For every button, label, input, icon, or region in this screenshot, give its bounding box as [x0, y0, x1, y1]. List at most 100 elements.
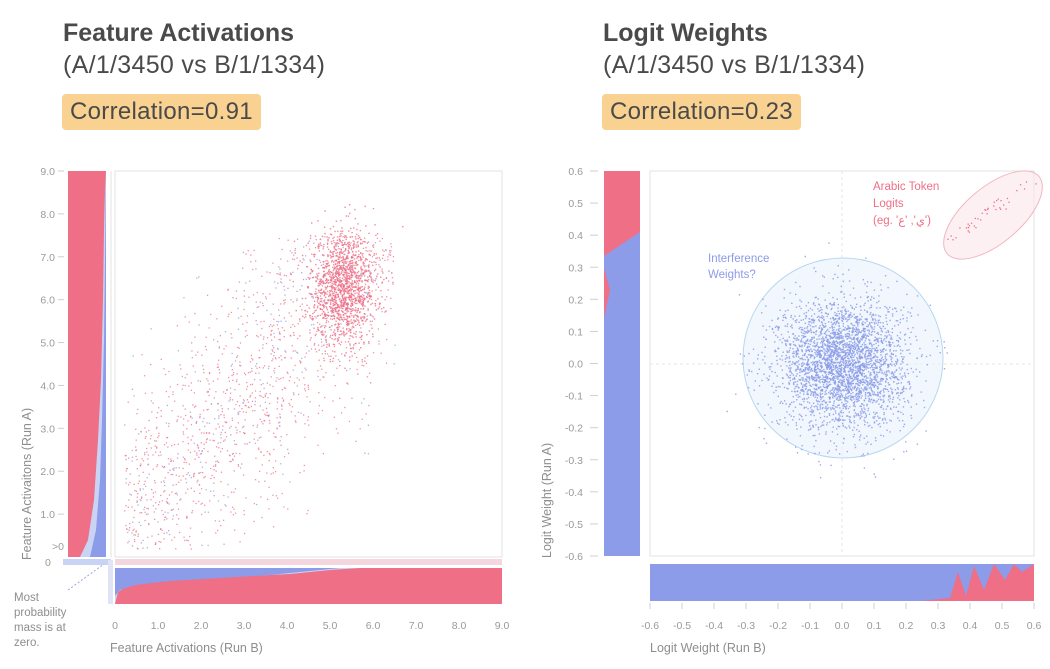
- left-scatter-point: [340, 219, 342, 222]
- left-scatter-point: [329, 360, 331, 363]
- right-scatter-point: [807, 364, 809, 367]
- right-scatter-point: [901, 391, 903, 394]
- right-scatter-point: [819, 316, 821, 319]
- left-scatter-point: [338, 271, 340, 273]
- left-scatter-point: [176, 325, 178, 327]
- left-scatter-point: [346, 307, 348, 310]
- left-scatter-point: [282, 377, 284, 379]
- left-scatter-point: [230, 333, 232, 335]
- left-scatter-point: [313, 300, 316, 302]
- right-scatter-point: [825, 375, 827, 377]
- right-scatter-point: [763, 373, 765, 375]
- left-scatter-point: [262, 293, 264, 295]
- right-scatter-point: [835, 329, 838, 331]
- right-scatter-point: [830, 408, 832, 411]
- left-scatter-point: [232, 458, 234, 460]
- left-scatter-point: [259, 418, 261, 420]
- left-scatter-point: [331, 286, 333, 289]
- left-scatter-point: [281, 492, 283, 495]
- right-scatter-point: [919, 347, 921, 350]
- right-scatter-point: [903, 306, 905, 308]
- right-scatter-point: [820, 370, 822, 372]
- right-scatter-point: [845, 318, 847, 320]
- right-scatter-point: [866, 363, 868, 366]
- left-scatter-point: [245, 253, 247, 255]
- left-scatter-point: [349, 263, 352, 265]
- left-scatter-point: [205, 439, 208, 441]
- left-scatter-point: [377, 273, 379, 275]
- left-scatter-point: [339, 280, 342, 283]
- right-scatter-point: [827, 342, 829, 344]
- left-x-tick-label: 5.0: [323, 620, 338, 632]
- right-scatter-point: [812, 345, 814, 347]
- right-scatter-point: [802, 354, 804, 357]
- left-scatter-point: [137, 533, 139, 535]
- left-scatter-point: [323, 333, 325, 336]
- right-scatter-point: [843, 380, 845, 383]
- left-scatter-point: [189, 451, 191, 454]
- left-scatter-point: [326, 246, 329, 248]
- left-scatter-point: [349, 347, 352, 350]
- left-scatter-point: [318, 272, 320, 274]
- left-scatter-point: [315, 351, 318, 353]
- right-scatter-point: [892, 373, 895, 375]
- right-scatter-point: [829, 336, 832, 338]
- right-scatter-point: [870, 381, 872, 383]
- right-scatter-point: [843, 361, 845, 363]
- right-scatter-point: [782, 319, 784, 322]
- left-y-tick-label: 7.0: [40, 252, 55, 264]
- left-scatter-point: [182, 384, 184, 386]
- right-scatter-point: [835, 364, 838, 367]
- left-scatter-point: [293, 332, 295, 334]
- left-scatter-point: [230, 434, 232, 436]
- left-scatter-point: [330, 295, 332, 297]
- right-scatter-point: [836, 358, 838, 361]
- left-scatter-point: [140, 463, 142, 465]
- left-scatter-point: [343, 287, 345, 289]
- right-scatter-point: [848, 374, 850, 377]
- right-scatter-point: [859, 361, 861, 363]
- left-scatter-point: [347, 323, 349, 325]
- left-scatter-point: [347, 307, 349, 309]
- right-scatter-point: [861, 408, 863, 410]
- left-scatter-point: [191, 510, 194, 512]
- right-scatter-point: [879, 417, 881, 419]
- right-scatter-point: [835, 322, 838, 324]
- left-scatter-point: [256, 426, 258, 428]
- right-scatter-point: [826, 354, 828, 357]
- left-scatter-point: [349, 289, 351, 291]
- left-scatter-point: [340, 304, 343, 306]
- left-scatter-point: [381, 268, 383, 270]
- left-scatter-point: [201, 450, 203, 453]
- left-scatter-point: [354, 292, 356, 295]
- left-scatter-point: [354, 290, 356, 292]
- right-scatter-point: [847, 401, 849, 403]
- left-scatter-point: [242, 402, 244, 404]
- left-scatter-point: [216, 460, 219, 462]
- left-scatter-point: [333, 276, 335, 278]
- left-scatter-point: [339, 344, 342, 346]
- left-scatter-point: [342, 285, 345, 287]
- right-scatter-point: [836, 387, 838, 389]
- left-scatter-point: [152, 402, 154, 404]
- left-scatter-point: [133, 395, 135, 397]
- left-scatter-point: [331, 334, 334, 336]
- left-scatter-point: [352, 246, 355, 248]
- right-scatter-point: [807, 396, 810, 399]
- left-scatter-point: [315, 263, 317, 266]
- left-scatter-point: [152, 492, 154, 494]
- left-scatter-point: [381, 270, 383, 272]
- left-scatter-point: [323, 314, 326, 316]
- left-scatter-point: [317, 370, 319, 372]
- left-scatter-point: [360, 267, 362, 269]
- right-scatter-point: [842, 318, 845, 320]
- left-scatter-point: [205, 432, 208, 434]
- right-scatter-point: [851, 372, 853, 374]
- left-scatter-point: [349, 368, 351, 370]
- left-scatter-point: [359, 280, 361, 282]
- left-scatter-point: [200, 442, 202, 444]
- left-scatter-point: [325, 341, 327, 343]
- left-scatter-point: [164, 373, 167, 376]
- right-scatter-point: [909, 386, 912, 388]
- right-scatter-point: [803, 384, 805, 386]
